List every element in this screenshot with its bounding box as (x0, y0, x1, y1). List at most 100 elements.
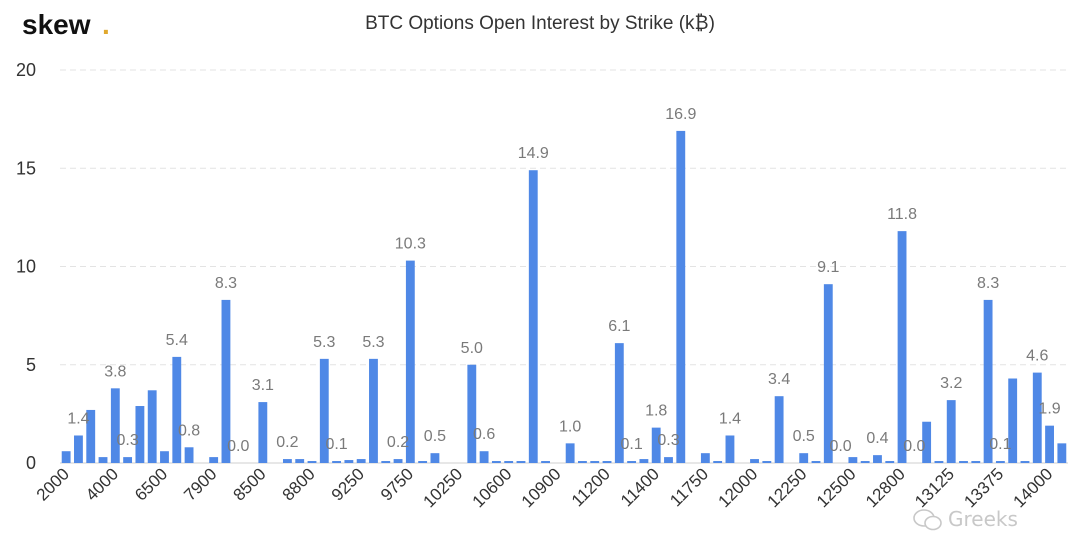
x-tick-label: 13375 (960, 464, 1007, 511)
bar (541, 461, 550, 463)
bar (725, 435, 735, 463)
watermark-text: Greeks (948, 507, 1018, 531)
y-tick-label: 5 (26, 355, 36, 375)
bar (860, 461, 870, 463)
chart-title: BTC Options Open Interest by Strike (k₿) (365, 13, 715, 34)
bar (184, 447, 194, 463)
x-tick-label: 6500 (131, 464, 171, 504)
data-label: 0.1 (325, 436, 347, 453)
data-label: 0.0 (227, 438, 249, 455)
bar (713, 461, 723, 463)
bar (491, 461, 501, 463)
data-label: 10.3 (395, 236, 426, 253)
y-axis-ticks: 0 5 10 15 20 (16, 60, 36, 473)
x-tick-label: 11750 (666, 464, 712, 510)
bar (651, 427, 661, 463)
grid-lines (60, 69, 1068, 464)
x-axis-ticks: 2000 4000 6500 7900 8500 8800 9250 9750 10250 106… (33, 464, 1057, 511)
data-label: 8.3 (215, 275, 237, 292)
bar (98, 457, 108, 463)
bar (590, 461, 600, 463)
x-tick-label: 14000 (1010, 464, 1057, 511)
x-tick-label: 12500 (813, 464, 860, 511)
data-label: 11.8 (887, 206, 917, 223)
bar (676, 130, 686, 464)
bar (319, 358, 329, 463)
bar (135, 406, 145, 463)
x-tick-label: 9750 (377, 464, 417, 504)
data-label: 9.1 (817, 259, 839, 276)
data-label: 0.2 (276, 434, 298, 451)
data-label: 0.4 (866, 430, 888, 447)
bar (528, 170, 538, 463)
data-label: 5.4 (166, 332, 188, 349)
bar (123, 457, 133, 463)
bar (1008, 378, 1018, 463)
data-label: 5.0 (461, 340, 483, 357)
bar (86, 409, 96, 463)
data-label: 0.3 (657, 432, 679, 449)
x-tick-label: 8500 (229, 464, 269, 504)
x-tick-label: 13125 (911, 464, 958, 511)
bar (258, 402, 268, 463)
data-labels: 1.4 3.8 0.3 5.4 0.8 8.3 0.0 3.1 0.2 5.3 0.1 5.3 0.2 1… (67, 106, 1060, 455)
bar (959, 461, 968, 463)
bar (774, 396, 784, 463)
x-tick-label: 10600 (469, 464, 516, 511)
bar (467, 364, 477, 463)
data-label: 3.2 (940, 375, 962, 392)
bar (799, 453, 809, 463)
x-tick-label: 10900 (518, 464, 565, 511)
bar (614, 343, 624, 463)
bar (221, 299, 231, 463)
bar (639, 459, 649, 463)
x-tick-label: 2000 (33, 464, 73, 504)
logo-dot: . (102, 9, 110, 40)
data-label: 0.1 (989, 436, 1011, 453)
data-label: 1.4 (67, 410, 89, 427)
bar (74, 435, 83, 463)
bar (172, 356, 182, 463)
bar (971, 461, 981, 463)
data-label: 16.9 (665, 106, 696, 123)
data-label: 1.0 (559, 418, 581, 435)
y-tick-label: 10 (16, 257, 36, 277)
data-label: 0.3 (116, 432, 138, 449)
y-tick-label: 20 (16, 60, 36, 80)
y-tick-label: 15 (16, 158, 36, 178)
data-label: 0.2 (387, 434, 409, 451)
skew-logo: skew . (22, 9, 110, 40)
data-label: 3.1 (252, 377, 274, 394)
bar (209, 457, 219, 463)
bar (811, 461, 821, 463)
data-label: 6.1 (608, 318, 630, 335)
bar (369, 358, 378, 463)
bar (332, 461, 342, 463)
bar (356, 459, 366, 463)
data-label: 1.9 (1038, 401, 1060, 418)
bar (700, 453, 710, 463)
bar (995, 461, 1005, 463)
bar (946, 400, 956, 463)
watermark: Greeks (913, 507, 1018, 531)
bar (61, 451, 71, 463)
x-tick-label: 7900 (180, 464, 220, 504)
bar (418, 461, 428, 463)
bar (750, 459, 759, 463)
data-label: 5.3 (313, 334, 335, 351)
data-label: 3.4 (768, 371, 790, 388)
data-label: 3.8 (104, 363, 126, 380)
data-label: 14.9 (518, 145, 549, 162)
bar (147, 390, 157, 463)
bar (1032, 372, 1042, 463)
x-tick-label: 10250 (419, 464, 466, 511)
x-tick-label: 11400 (617, 464, 663, 510)
bar (885, 461, 895, 463)
data-label: 0.1 (620, 436, 642, 453)
x-tick-label: 9250 (328, 464, 368, 504)
bar (307, 461, 317, 463)
data-label: 0.0 (829, 438, 851, 455)
y-tick-label: 0 (26, 453, 36, 473)
data-label: 5.3 (362, 334, 384, 351)
x-tick-label: 12000 (714, 464, 761, 511)
